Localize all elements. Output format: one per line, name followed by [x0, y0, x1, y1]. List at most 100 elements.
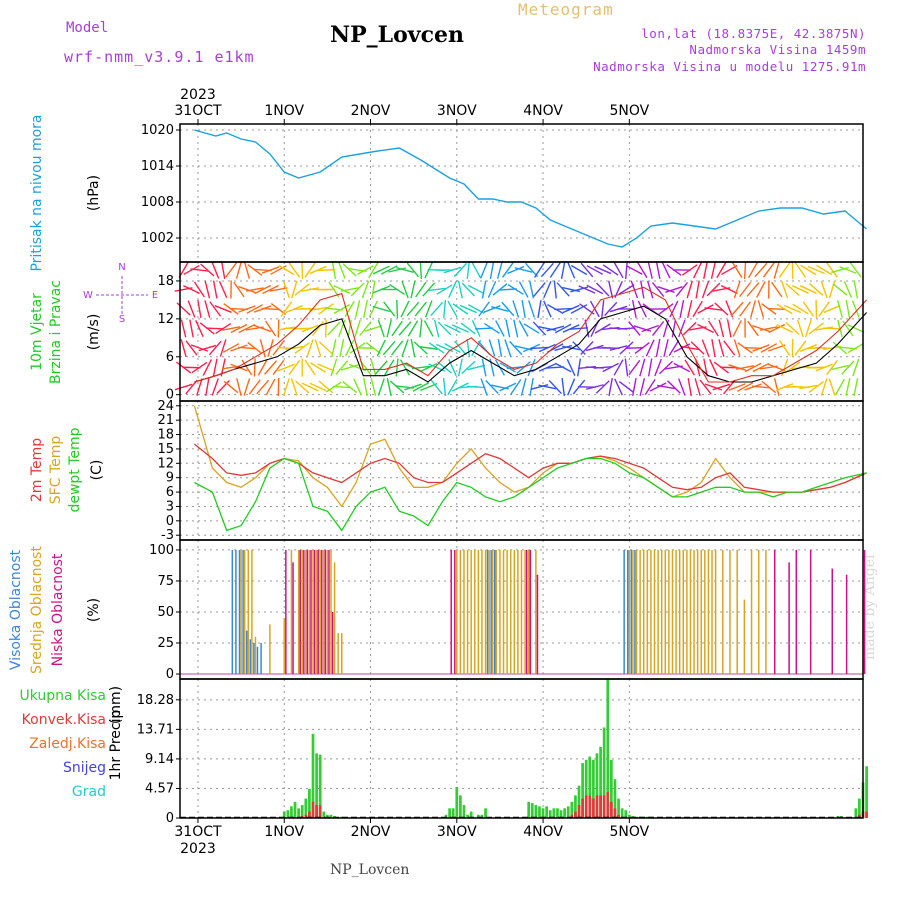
wind-arrow: [690, 341, 705, 355]
wind-arrow: [533, 282, 546, 297]
wind-arrow: [261, 307, 280, 311]
wind-arrow: [730, 301, 744, 317]
wind-arrow: [448, 281, 457, 298]
precip-legend-entry: Zaledj.Kisa: [29, 736, 106, 752]
wind-arrow: [608, 280, 614, 299]
y-tick-label: -3: [161, 528, 174, 543]
wind-arrow: [728, 383, 746, 391]
wind-arrow: [530, 346, 549, 350]
wind-arrow: [746, 282, 760, 297]
wind-arrow: [291, 280, 298, 299]
wind-arrow: [183, 285, 200, 294]
wind-arrow: [521, 300, 526, 318]
wind-arrow: [197, 300, 202, 318]
wind-arrow: [514, 267, 533, 273]
wind-arrow: [509, 340, 523, 356]
wind-arrow: [546, 325, 565, 332]
wind-arrow: [288, 262, 301, 278]
wind-arrow: [483, 305, 501, 313]
wind-arrow: [222, 326, 241, 331]
y-tick-label: 25: [157, 636, 174, 651]
wind-arrow: [209, 301, 222, 317]
precip-convective-bar: [610, 801, 613, 818]
wind-arrow: [442, 377, 447, 397]
pressure-unit-label: (hPa): [86, 175, 102, 211]
wind-arrow: [692, 300, 703, 318]
wind-arrow: [419, 346, 438, 350]
wind-arrow: [374, 360, 388, 375]
x-tick-label-bottom: 5NOV: [609, 824, 649, 840]
wind-arrow: [711, 339, 716, 357]
wind-arrow: [637, 300, 647, 318]
wind-arrow: [720, 285, 738, 294]
wind-arrow: [372, 265, 390, 275]
wind-arrow: [353, 378, 362, 396]
wind-arrow: [484, 322, 500, 335]
wind-arrow: [580, 262, 594, 278]
wind-arrow: [412, 382, 430, 392]
wind-arrow: [845, 378, 851, 396]
wind-arrow: [363, 378, 368, 396]
wind-arrow: [241, 359, 253, 376]
wind-arrow: [744, 362, 762, 373]
wind-arrow: [185, 340, 198, 356]
wind-arrow: [261, 266, 280, 274]
wind-arrow: [633, 325, 652, 332]
wind-arrow: [280, 301, 293, 317]
wind-arrow: [839, 266, 857, 274]
wind-arrow: [807, 265, 825, 275]
wind-arrow: [489, 261, 495, 279]
wind-arrow: [639, 378, 646, 396]
wind-arrow: [703, 261, 708, 279]
y-tick-label: 21: [157, 413, 174, 428]
wind-arrow: [686, 280, 693, 299]
wind-arrow: [314, 339, 322, 357]
panel-frame-wind: [179, 261, 864, 402]
wind-arrow: [566, 261, 576, 279]
wind-arrow: [580, 340, 594, 356]
precip-total-bar: [854, 808, 858, 818]
wind-arrow: [562, 304, 580, 314]
compass-east-label: E: [152, 290, 158, 301]
wind-arrow: [744, 383, 762, 391]
wind-arrow: [808, 322, 824, 335]
precip-total-bar: [282, 811, 286, 818]
cloud-axis-title-1: Visoka Oblacnost: [8, 549, 24, 670]
wind-arrow: [556, 282, 570, 297]
wind-arrow: [815, 363, 833, 372]
wind-arrow: [391, 320, 403, 337]
wind-arrow: [687, 300, 693, 318]
wind-arrow: [304, 262, 316, 278]
wind-arrow: [304, 359, 316, 376]
wind-arrow: [847, 324, 865, 333]
wind-arrow: [533, 262, 545, 278]
wind-arrow: [528, 300, 536, 318]
wind-arrow: [570, 304, 588, 314]
precip-total-bar: [311, 733, 315, 818]
wind-arrow: [174, 383, 193, 391]
precip-total-bar: [315, 753, 318, 818]
x-tick-label-bottom: 3NOV: [437, 824, 477, 840]
precip-total-bar: [592, 759, 595, 818]
year-label-top: 2023: [180, 87, 216, 103]
station-title: NP_Lovcen: [330, 22, 464, 48]
wind-arrow: [816, 264, 833, 276]
temp-unit-label: (C): [89, 460, 105, 481]
wind-arrow: [395, 358, 399, 377]
wind-arrow: [532, 321, 547, 336]
wind-arrow: [443, 266, 462, 274]
wind-arrow: [331, 261, 337, 279]
y-tick-label: 12: [157, 456, 174, 471]
wind-arrow: [388, 267, 407, 273]
wind-arrow: [427, 287, 446, 292]
wind-arrow: [238, 305, 256, 313]
wind-arrow: [704, 307, 723, 311]
precip-total-bar: [548, 810, 552, 818]
wind-arrow: [657, 285, 675, 294]
wind-arrow: [278, 264, 295, 276]
y-tick-label: 1002: [141, 231, 174, 246]
wind-arrow: [318, 341, 334, 355]
precip-total-bar: [466, 814, 469, 818]
x-tick-label-bottom: 4NOV: [523, 824, 563, 840]
